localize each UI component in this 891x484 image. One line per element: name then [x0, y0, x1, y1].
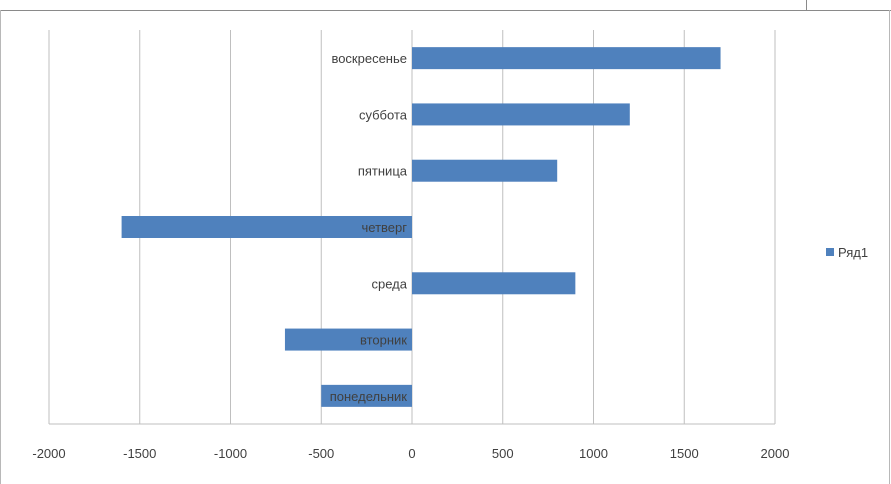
category-label-1: вторник [360, 333, 407, 348]
legend-label: Ряд1 [838, 245, 868, 260]
x-tick-label-7: 1500 [670, 446, 699, 461]
right-edge [889, 10, 890, 484]
category-label-2: среда [372, 276, 408, 291]
x-tick-label-1: -1500 [123, 446, 156, 461]
bar-2 [412, 272, 576, 295]
category-label-6: воскресенье [331, 51, 407, 66]
x-tick-label-0: -2000 [32, 446, 65, 461]
x-tick-label-2: -1000 [214, 446, 247, 461]
category-label-0: понедельник [330, 389, 408, 404]
legend-swatch [826, 248, 834, 256]
x-tick-label-6: 1000 [579, 446, 608, 461]
category-label-4: пятница [358, 164, 408, 179]
x-tick-labels: -2000 -1500 -1000 -500 0 500 1000 1500 2000 [32, 446, 789, 461]
bar-6 [412, 47, 721, 70]
bar-4 [412, 159, 558, 182]
bars [121, 47, 721, 407]
bar-3 [121, 216, 412, 238]
x-tick-label-4: 0 [408, 446, 415, 461]
category-labels: понедельник вторник среда четверг пятница суб… [330, 51, 408, 404]
left-edge [0, 10, 1, 484]
bar-1 [284, 328, 412, 351]
top-strip [0, 0, 891, 11]
category-label-5: суббота [359, 107, 408, 122]
x-tick-label-5: 500 [492, 446, 514, 461]
top-strip-divider [806, 0, 807, 10]
bar-0 [321, 384, 412, 407]
x-tick-label-8: 2000 [761, 446, 790, 461]
x-tick-label-3: -500 [308, 446, 334, 461]
category-label-3: четверг [362, 220, 408, 235]
bar-5 [412, 103, 630, 126]
legend: Ряд1 [826, 245, 868, 260]
